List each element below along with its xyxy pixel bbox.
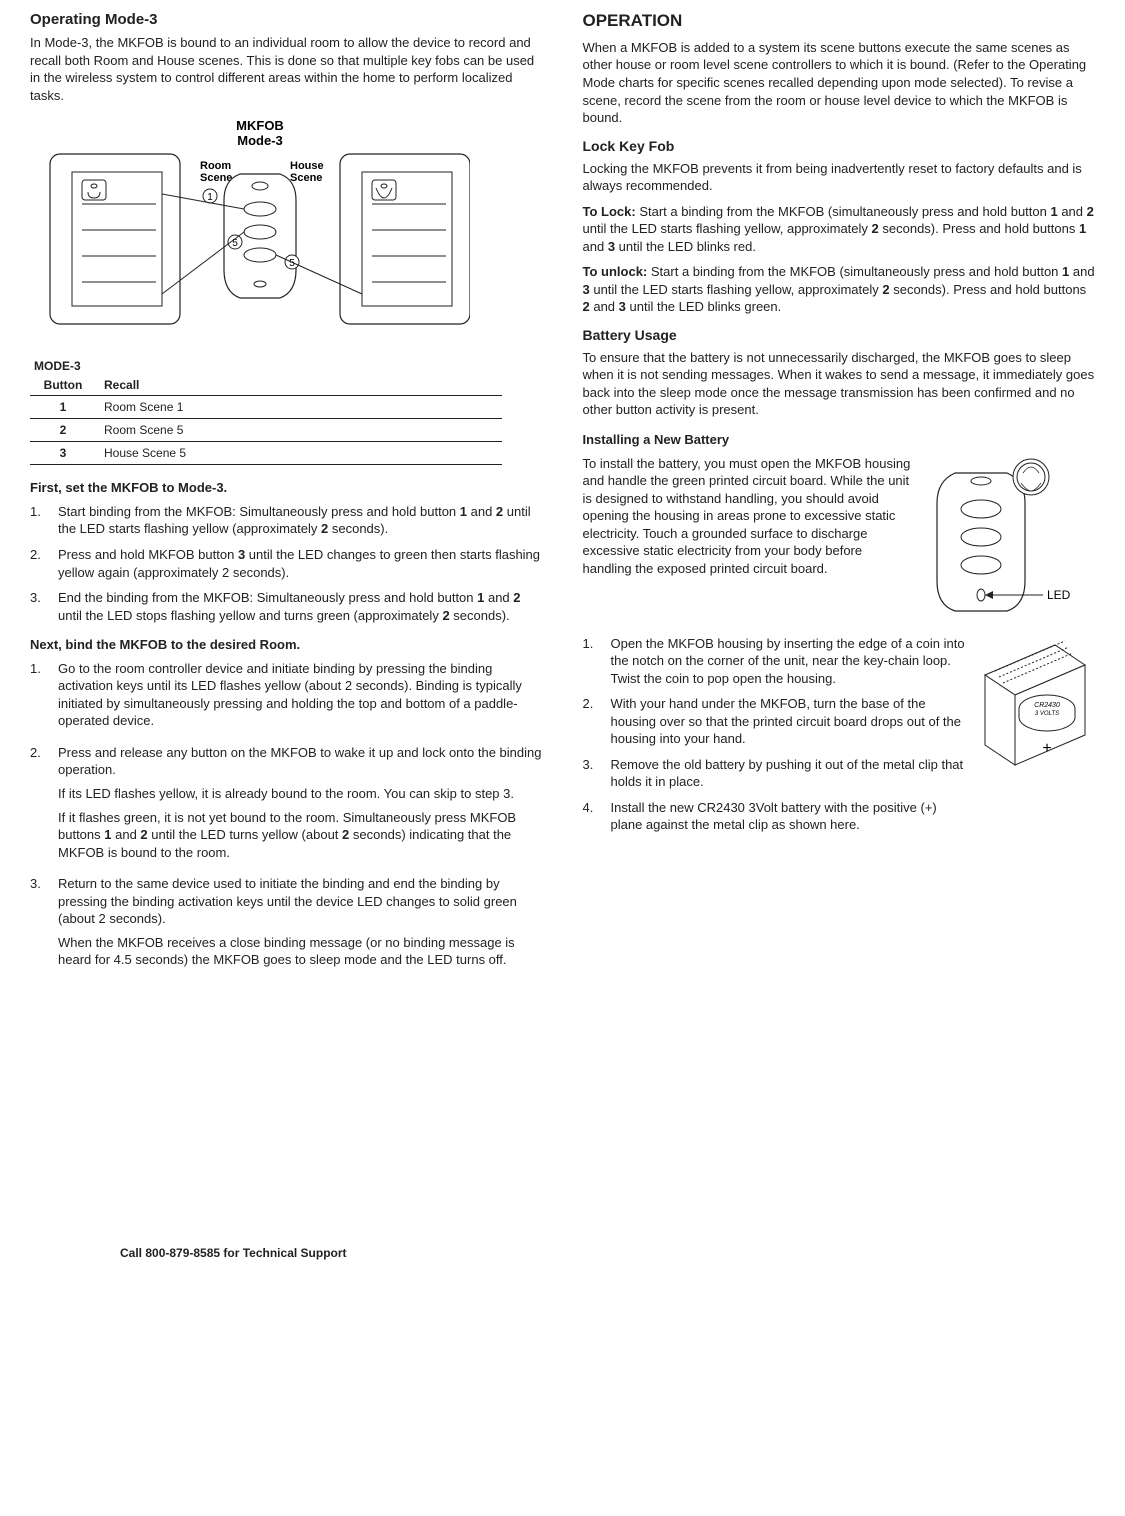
table-header-recall: Recall (100, 375, 502, 396)
set-mode3-head: First, set the MKFOB to Mode-3. (30, 479, 543, 497)
operation-intro: When a MKFOB is added to a system its sc… (583, 39, 1096, 127)
battery-heading: Battery Usage (583, 326, 1096, 345)
svg-text:House: House (290, 160, 324, 172)
bind-room-steps: 1.Go to the room controller device and i… (30, 660, 543, 975)
install-intro-section: To install the battery, you must open th… (583, 455, 1096, 635)
lock-p3: To unlock: Start a binding from the MKFO… (583, 263, 1096, 316)
footer-support: Call 800-879-8585 for Technical Support (120, 1245, 1095, 1261)
svg-text:1: 1 (207, 192, 213, 203)
mode3-intro: In Mode-3, the MKFOB is bound to an indi… (30, 34, 543, 104)
keyfob-led-icon: LED (925, 455, 1095, 635)
lock-p1: Locking the MKFOB prevents it from being… (583, 160, 1096, 195)
install-heading: Installing a New Battery (583, 431, 1096, 449)
table-row: 2Room Scene 5 (30, 419, 502, 442)
pcb-battery-icon: CR2430 3 VOLTS + (975, 635, 1095, 785)
svg-text:CR2430: CR2430 (1034, 702, 1060, 709)
svg-text:Scene: Scene (200, 172, 232, 184)
lock-heading: Lock Key Fob (583, 137, 1096, 156)
set-mode3-steps: 1.Start binding from the MKFOB: Simultan… (30, 503, 543, 624)
table-row: 1Room Scene 1 (30, 395, 502, 418)
svg-text:LED: LED (1047, 588, 1071, 602)
lock-p2: To Lock: Start a binding from the MKFOB … (583, 203, 1096, 256)
svg-text:3 VOLTS: 3 VOLTS (1035, 711, 1059, 717)
left-wallplate-icon (50, 154, 180, 324)
right-wallplate-icon (340, 154, 470, 324)
mode3-heading: Operating Mode-3 (30, 10, 543, 30)
mode3-table: Button Recall 1Room Scene 1 2Room Scene … (30, 375, 502, 466)
table-row: 3House Scene 5 (30, 442, 502, 465)
fig-title-1: MKFOB (236, 118, 284, 133)
fig-title-2: Mode-3 (237, 133, 283, 148)
mode3-figure: MKFOB Mode-3 Room Scene House Scene (30, 114, 543, 344)
install-steps: 1.Open the MKFOB housing by inserting th… (583, 635, 966, 842)
bind-room-head: Next, bind the MKFOB to the desired Room… (30, 636, 543, 654)
svg-text:Scene: Scene (290, 172, 322, 184)
right-column: OPERATION When a MKFOB is added to a sys… (583, 10, 1096, 985)
table-header-button: Button (30, 375, 100, 396)
left-column: Operating Mode-3 In Mode-3, the MKFOB is… (30, 10, 543, 985)
operation-heading: OPERATION (583, 10, 1096, 33)
svg-text:+: + (1042, 740, 1051, 757)
mode3-table-caption: MODE-3 (30, 358, 543, 374)
svg-text:Room: Room (200, 160, 231, 172)
install-p1: To install the battery, you must open th… (583, 455, 914, 578)
battery-p1: To ensure that the battery is not unnece… (583, 349, 1096, 419)
